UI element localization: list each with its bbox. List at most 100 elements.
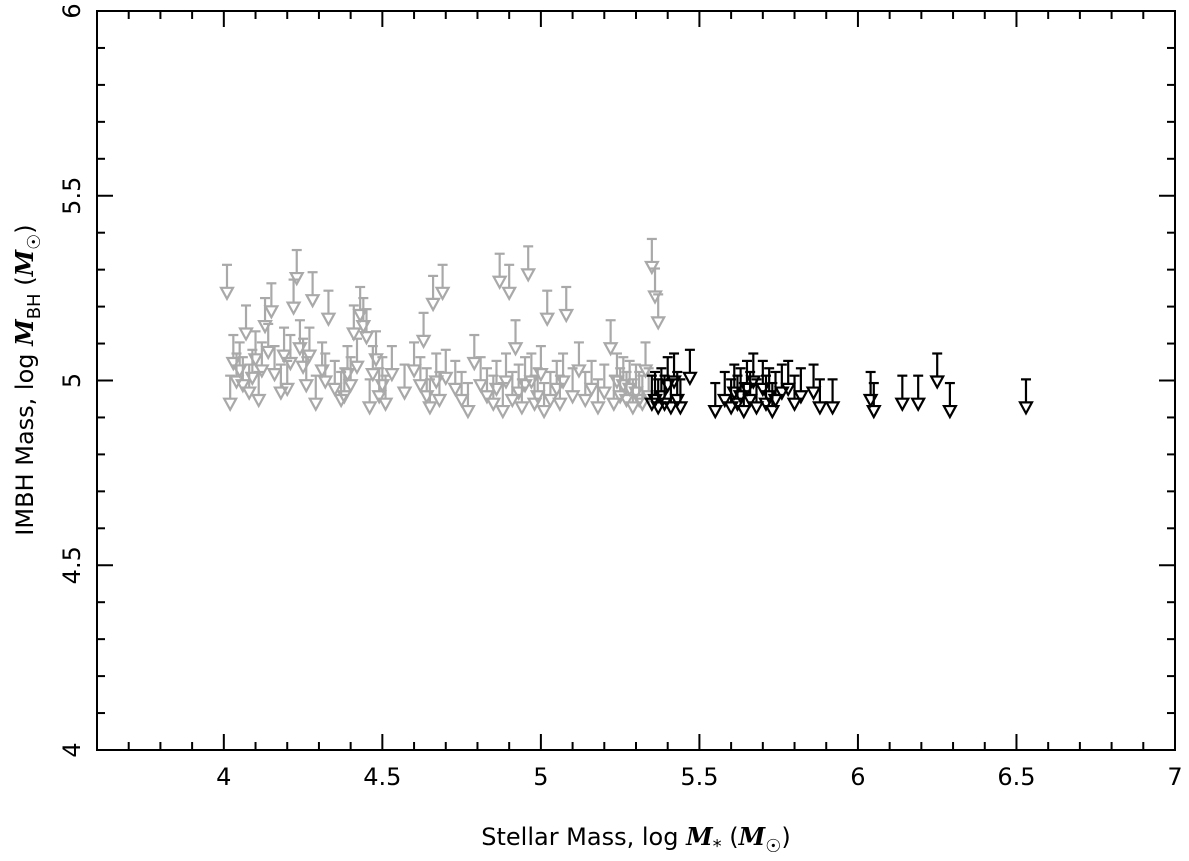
upper-limit-marker [453,370,470,409]
upper-limit-marker [564,367,581,405]
data-markers [219,237,1034,420]
upper-limit-marker [767,370,784,409]
upper-limit-marker [773,363,790,401]
upper-limit-marker [349,337,365,376]
y-tick-label: 5 [58,373,86,388]
x-axis-title-unit-subscript: ☉ [765,836,781,857]
upper-limit-marker [865,381,882,420]
upper-limit-marker [276,326,292,364]
upper-limit-marker [812,378,828,416]
upper-limit-marker [488,359,505,398]
upper-limit-marker [501,263,518,302]
upper-limit-marker [466,333,483,372]
upper-limit-marker [596,363,613,401]
upper-limit-marker [437,348,454,387]
y-axis-title-subscript: BH [24,293,45,319]
y-tick-label: 4 [58,742,86,757]
upper-limit-marker [288,248,305,287]
upper-limit-marker [425,274,441,313]
x-axis-title-symbol: M [685,822,714,851]
y-axis-title-unit-close: ) [11,224,39,233]
upper-limit-marker [583,359,600,398]
upper-limit-marker [434,263,451,302]
x-axis-title-subscript: * [713,836,722,857]
upper-limit-marker [507,319,524,357]
upper-limit-marker [716,370,733,409]
upper-limit-marker [498,352,514,390]
x-tick-label: 6 [850,763,865,791]
y-axis-title-unit-symbol: M [10,248,39,277]
upper-limit-marker [301,326,318,364]
upper-limit-marker [320,289,337,327]
y-tick-label: 5.5 [58,177,86,215]
upper-limit-marker [533,345,549,383]
upper-limit-marker [910,374,927,412]
upper-limit-marker [590,378,606,416]
upper-limit-marker [539,289,556,327]
upper-limit-marker [219,263,235,302]
upper-limit-marker [358,308,375,346]
upper-limit-marker [234,356,251,394]
upper-limit-marker [396,363,413,401]
upper-limit-marker [317,352,334,390]
axis-tick-labels: 4 4.5 5 5.5 6 6.5 7 4 4.5 5 5.5 6 [58,3,1183,791]
y-axis-title-prefix: IMBH Mass, log [11,346,39,536]
upper-limit-marker [942,381,958,420]
upper-limit-marker [460,381,476,420]
x-axis-title-prefix: Stellar Mass, log [481,823,686,851]
upper-limit-marker [282,333,299,372]
upper-limit-marker [1018,378,1034,416]
upper-limit-marker [650,293,667,331]
upper-limit-marker [368,330,384,368]
x-axis-title-unit-close: ) [781,823,790,851]
y-axis-title-unit-subscript: ☉ [24,234,45,250]
upper-limit-marker [504,370,521,409]
x-axis-title-unit-symbol: M [738,822,767,851]
y-axis-title: IMBH Mass, log MBH (M☉) [10,224,45,535]
upper-limit-marker [780,359,797,398]
upper-limit-marker [520,245,537,283]
upper-limit-marker [558,285,575,324]
y-tick-label: 4.5 [58,546,86,584]
x-tick-label: 4.5 [363,763,401,791]
upper-limit-marker [260,322,277,361]
upper-limit-marker [266,345,283,383]
upper-limit-marker [707,381,724,420]
x-axis-title-unit-open: ( [722,823,739,851]
upper-limit-marker [285,278,302,316]
upper-limit-marker [894,374,911,412]
upper-limit-marker [555,352,571,390]
upper-limit-marker [326,359,343,398]
upper-limit-marker [447,359,464,398]
x-tick-label: 6.5 [997,763,1035,791]
upper-limit-marker [304,271,321,309]
upper-limit-marker [415,311,432,350]
x-tick-label: 5 [533,763,548,791]
upper-limit-marker [929,352,946,390]
upper-limit-marker [824,378,841,416]
axis-ticks [97,10,1176,751]
upper-limit-marker [263,282,280,320]
x-tick-label: 5.5 [680,763,718,791]
upper-limit-marker [672,378,689,416]
upper-limit-marker [247,330,264,368]
y-tick-label: 6 [58,3,86,18]
x-tick-label: 4 [216,763,231,791]
x-tick-label: 7 [1167,763,1182,791]
upper-limit-marker [238,304,254,342]
upper-limit-marker [793,367,809,405]
y-axis-title-symbol: M [10,318,39,347]
y-axis-title-unit-open: ( [11,276,39,293]
upper-limit-marker [682,348,698,387]
upper-limit-marker [222,374,239,412]
upper-limit-marker [412,356,429,394]
upper-limit-marker [479,367,495,405]
upper-limit-marker [491,252,508,291]
x-axis-title: Stellar Mass, log M* (M☉) [481,822,791,857]
upper-limit-marker [472,356,489,394]
upper-limit-marker [805,363,822,401]
upper-limit-marker [422,378,438,416]
upper-limit-marker [602,319,619,357]
upper-limit-marker [406,341,422,379]
